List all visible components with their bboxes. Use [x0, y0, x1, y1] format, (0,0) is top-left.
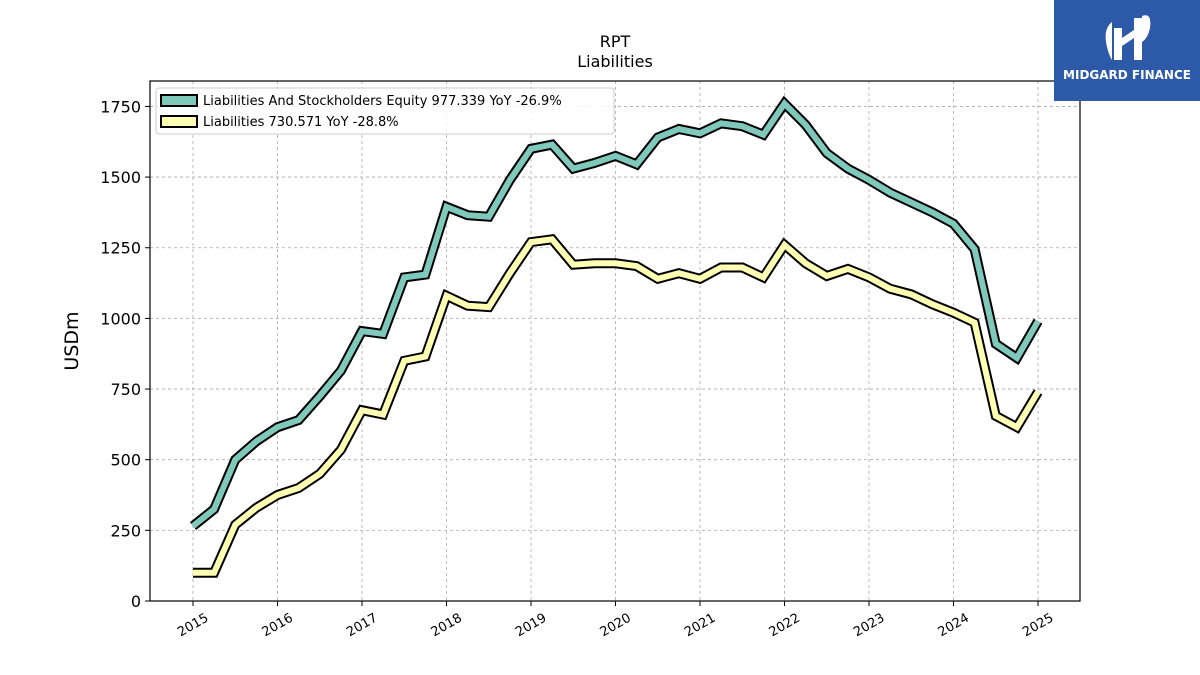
legend-swatch-equity — [160, 94, 198, 107]
x-tick-label: 2015 — [175, 611, 211, 641]
series-line-1 — [193, 236, 1041, 576]
legend: Liabilities And Stockholders Equity 977.… — [155, 87, 615, 135]
brand-name: MIDGARD FINANCE — [1063, 68, 1191, 82]
x-axis-ticks: 2015 2016 2017 2018 2019 2020 2021 2022 2023 2024… — [175, 601, 1056, 640]
legend-entry-equity: Liabilities And Stockholders Equity 977.… — [203, 94, 562, 109]
chart-subtitle: Liabilities — [577, 52, 653, 71]
y-tick-label: 0 — [131, 592, 141, 611]
y-axis-ticks: 0 250 500 750 1000 1250 1500 1750 — [100, 97, 150, 611]
x-tick-label: 2025 — [1020, 611, 1056, 641]
series-layer — [189, 95, 1043, 578]
x-tick-label: 2019 — [513, 611, 549, 641]
x-tick-label: 2017 — [344, 611, 380, 641]
chart-title: RPT — [600, 32, 631, 51]
x-tick-label: 2023 — [851, 611, 887, 641]
y-tick-label: 250 — [110, 521, 141, 540]
y-tick-label: 750 — [110, 380, 141, 399]
brand-logo: MIDGARD FINANCE — [1054, 0, 1200, 101]
legend-box — [155, 87, 615, 135]
x-tick-label: 2018 — [429, 611, 465, 641]
y-tick-label: 500 — [110, 451, 141, 470]
legend-entry-liabilities: Liabilities 730.571 YoY -28.8% — [203, 115, 399, 130]
y-tick-label: 1750 — [100, 97, 141, 116]
y-tick-label: 1250 — [100, 239, 141, 258]
legend-swatch-liabilities — [160, 115, 198, 128]
series-line-0 — [191, 98, 1041, 529]
midgard-logo-icon — [1105, 15, 1151, 60]
y-tick-label: 1000 — [100, 309, 141, 328]
y-axis-label: USDm — [61, 311, 83, 370]
y-tick-label: 1500 — [100, 168, 141, 187]
x-tick-label: 2016 — [260, 611, 296, 641]
grid-lines — [150, 81, 1080, 602]
x-tick-label: 2022 — [767, 611, 803, 641]
x-tick-label: 2024 — [936, 611, 972, 641]
x-tick-label: 2020 — [598, 611, 634, 641]
x-tick-label: 2021 — [682, 611, 718, 641]
